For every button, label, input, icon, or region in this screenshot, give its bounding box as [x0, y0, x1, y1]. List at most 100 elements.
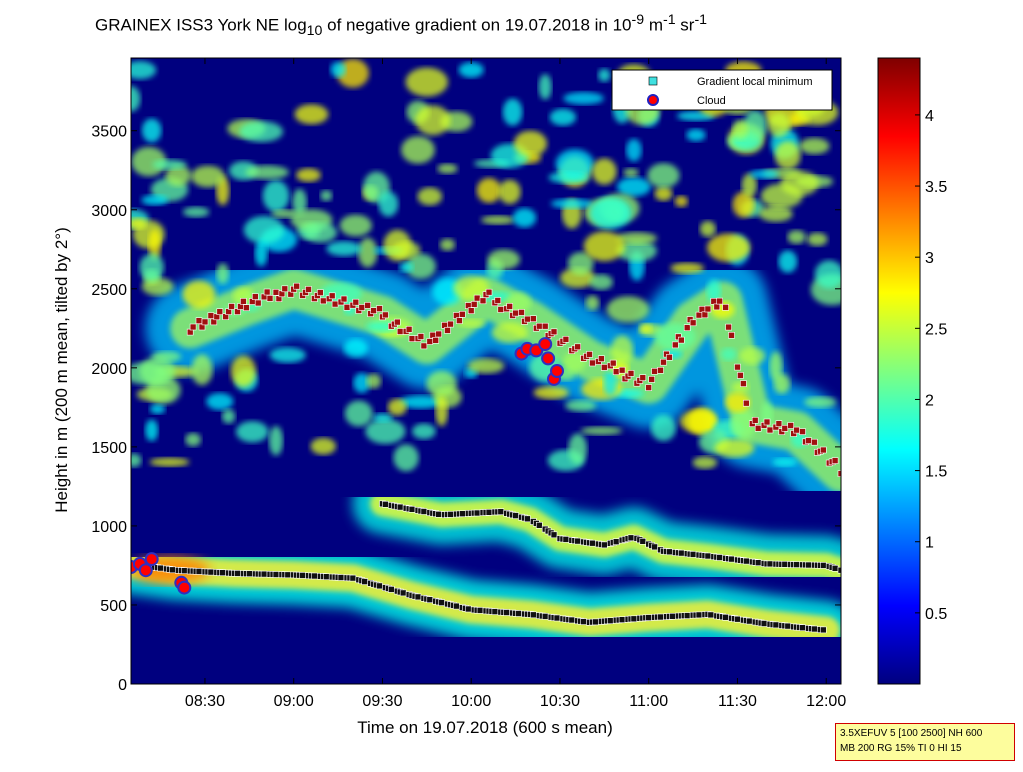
- gradient-minimum-marker: [426, 596, 434, 604]
- gradient-minimum-marker: [444, 327, 451, 334]
- gradient-minimum-marker: [831, 564, 839, 572]
- gradient-minimum-marker: [524, 315, 531, 323]
- gradient-minimum-marker: [775, 420, 783, 428]
- turbulence-blob: [610, 335, 634, 365]
- turbulence-blob: [732, 191, 755, 218]
- turbulence-blob: [589, 197, 632, 230]
- gradient-minimum-marker: [189, 323, 197, 331]
- gradient-minimum-marker: [234, 570, 241, 577]
- colorbar-tick-label: 1.5: [925, 464, 947, 481]
- gradient-minimum-marker: [742, 399, 750, 407]
- turbulence-blob: [401, 136, 435, 164]
- turbulence-blob: [145, 419, 159, 442]
- turbulence-blob: [221, 409, 236, 424]
- gradient-minimum-marker: [432, 336, 440, 344]
- gradient-minimum-marker: [305, 286, 312, 293]
- gradient-minimum-marker: [609, 359, 617, 367]
- turbulence-blob: [651, 414, 676, 442]
- gradient-minimum-marker: [819, 562, 827, 569]
- turbulence-blob: [799, 137, 830, 155]
- colorbar-tick-label: 1: [925, 535, 934, 552]
- turbulence-blob: [393, 444, 419, 472]
- turbulence-blob: [149, 404, 166, 414]
- gradient-minimum-marker: [243, 304, 250, 312]
- turbulence-blob: [598, 68, 611, 82]
- gradient-minimum-marker: [376, 582, 383, 590]
- cloud-marker: [550, 364, 564, 378]
- turbulence-blob: [714, 438, 755, 458]
- turbulence-blob: [131, 61, 157, 80]
- gradient-minimum-marker: [618, 616, 626, 624]
- gradient-minimum-marker: [219, 569, 226, 577]
- gradient-minimum-marker: [713, 303, 721, 311]
- gradient-minimum-marker: [716, 297, 724, 305]
- turbulence-blob: [774, 141, 801, 170]
- gradient-minimum-marker: [704, 305, 712, 313]
- gradient-minimum-marker: [417, 333, 425, 340]
- title-text-4: sr: [675, 15, 695, 35]
- turbulence-blob: [498, 179, 521, 205]
- gradient-minimum-marker: [627, 534, 635, 542]
- gradient-minimum-marker: [553, 614, 561, 622]
- turbulence-blob: [405, 67, 449, 97]
- turbulence-blob: [767, 112, 791, 138]
- turbulence-blob: [437, 163, 458, 174]
- turbulence-blob: [303, 222, 338, 243]
- turbulence-blob: [245, 165, 289, 180]
- y-tick-label: 2500: [91, 282, 127, 299]
- y-tick-label: 3000: [91, 203, 127, 220]
- legend-circle-icon: [647, 94, 659, 106]
- gradient-minimum-marker: [677, 549, 685, 557]
- gradient-minimum-marker: [512, 512, 519, 519]
- gradient-minimum-marker: [716, 554, 724, 561]
- turbulence-blob: [804, 396, 837, 408]
- gradient-minimum-marker: [651, 543, 658, 551]
- gradient-minimum-marker: [396, 328, 404, 335]
- gradient-minimum-marker: [361, 578, 369, 585]
- title-superscript-2: -1: [662, 12, 676, 28]
- gradient-minimum-marker: [340, 295, 348, 303]
- turbulence-blob: [296, 168, 321, 182]
- gradient-minimum-marker: [473, 509, 481, 517]
- turbulence-blob: [330, 61, 346, 78]
- gradient-minimum-marker: [760, 620, 768, 627]
- legend-label: Gradient local minimum: [697, 76, 813, 88]
- turbulence-blob: [206, 393, 234, 410]
- y-axis-label: Height in m (200 m mean, tilted by 2°): [52, 227, 71, 513]
- gradient-minimum-marker: [707, 611, 715, 619]
- turbulence-blob: [185, 432, 202, 447]
- gradient-minimum-marker: [819, 446, 827, 454]
- legend: Gradient local minimum Cloud: [611, 69, 833, 111]
- gradient-minimum-marker: [476, 607, 484, 614]
- turbulence-blob: [769, 351, 783, 381]
- gradient-minimum-marker: [550, 531, 558, 539]
- turbulence-blob: [439, 238, 456, 251]
- colorbar-gradient: [877, 57, 921, 685]
- turbulence-blob: [294, 104, 329, 125]
- turbulence-blob: [435, 396, 448, 427]
- gradient-minimum-marker: [376, 305, 383, 312]
- gradient-minimum-marker: [535, 322, 543, 330]
- gradient-minimum-marker: [456, 317, 463, 324]
- turbulence-blob: [399, 395, 443, 409]
- y-tick-label: 1500: [91, 440, 127, 457]
- turbulence-blob: [568, 433, 588, 465]
- turbulence-blob: [269, 347, 306, 363]
- gradient-minimum-marker: [722, 613, 729, 621]
- gradient-minimum-marker: [612, 538, 620, 546]
- gradient-minimum-marker: [246, 570, 253, 578]
- gradient-minimum-marker: [819, 626, 827, 634]
- turbulence-blob: [686, 128, 706, 142]
- gradient-minimum-marker: [352, 298, 360, 306]
- turbulence-blob: [699, 220, 716, 237]
- gradient-minimum-marker: [252, 293, 259, 300]
- gradient-minimum-marker: [562, 536, 570, 543]
- title-superscript: -9: [631, 12, 645, 28]
- turbulence-blob: [780, 170, 819, 196]
- turbulence-blob: [467, 358, 505, 374]
- gradient-minimum-marker: [725, 323, 732, 331]
- gradient-minimum-marker: [485, 288, 493, 296]
- gradient-minimum-marker: [710, 297, 718, 305]
- turbulence-blob: [131, 146, 167, 177]
- gradient-minimum-marker: [805, 437, 812, 444]
